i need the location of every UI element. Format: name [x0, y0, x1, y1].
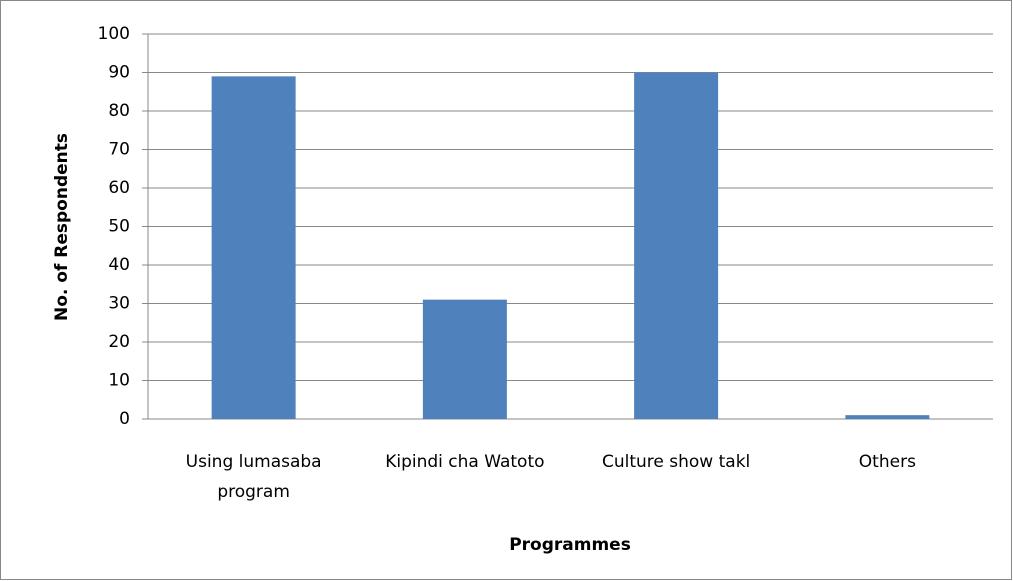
x-tick-label: Kipindi cha Watoto [385, 452, 545, 472]
y-tick-label: 80 [108, 101, 130, 121]
y-axis-label: No. of Respondents [52, 133, 72, 321]
bar [211, 76, 296, 419]
x-tick-label: Using lumasaba program [185, 452, 322, 502]
y-tick-label: 40 [108, 255, 130, 275]
y-tick-label: 100 [98, 24, 130, 44]
x-tick-label: Others [858, 452, 916, 472]
bar [422, 299, 507, 419]
y-tick-label: 0 [119, 409, 130, 429]
bar [634, 72, 719, 419]
y-tick-label: 50 [108, 217, 130, 237]
bar [845, 415, 930, 419]
y-tick-label: 10 [108, 371, 130, 391]
y-tick-label: 60 [108, 178, 130, 198]
y-tick-label: 70 [108, 140, 130, 160]
x-axis-label: Programmes [509, 535, 631, 555]
y-tick-label: 90 [108, 63, 130, 83]
x-tick-label: Culture show takl [601, 452, 751, 472]
y-tick-label: 30 [108, 294, 130, 314]
y-tick-label: 20 [108, 332, 130, 352]
